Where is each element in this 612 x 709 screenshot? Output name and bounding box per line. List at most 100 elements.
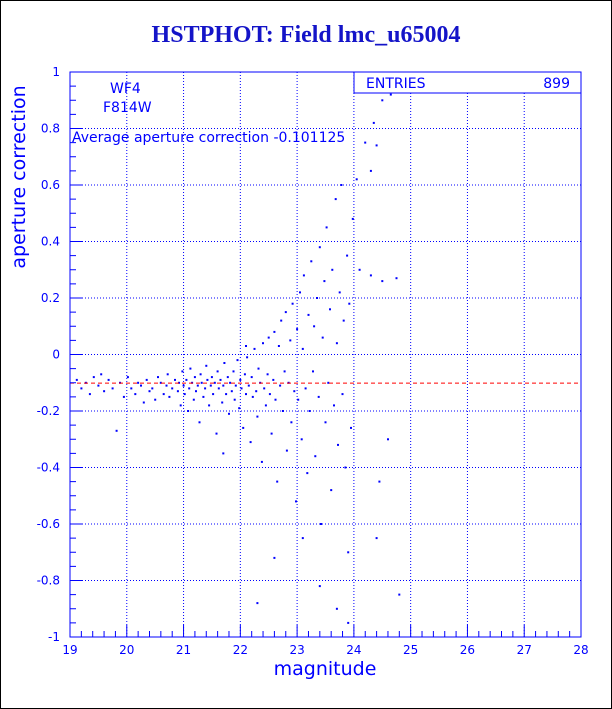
data-point [313,325,316,328]
data-point [284,311,287,314]
y-tick-label: -0.8 [37,574,60,588]
data-point [316,297,318,299]
data-point [228,412,230,415]
data-point [312,370,314,373]
data-point [276,480,279,483]
data-point [88,393,91,396]
data-point [204,387,207,390]
data-point [189,367,192,370]
y-tick-label: 0.8 [41,122,60,136]
y-tick-label: 0.2 [41,291,60,305]
data-point [243,373,246,376]
data-point [103,390,106,393]
data-point [223,362,226,364]
data-point [251,395,254,398]
tick-labels: 19 20 21 22 23 24 25 26 27 28 1 0.8 0.6 0.4 0.2 0 -0.2 -0… [37,65,589,657]
data-point [295,500,297,503]
grid [70,72,581,637]
data-point [321,336,324,339]
data-point [273,556,276,559]
data-point [318,246,321,249]
data-point [285,449,288,452]
data-point [317,395,320,398]
data-point [250,376,253,379]
data-point [296,328,299,331]
data-point [378,480,381,483]
data-point [381,280,384,283]
data-point [310,260,313,263]
x-tick-label: 25 [403,643,418,657]
data-point [281,410,284,412]
data-point [176,390,179,393]
data-point [256,415,259,418]
data-point [306,472,309,475]
data-point [162,393,165,396]
data-point [159,381,162,384]
data-point [347,551,350,554]
data-point [289,339,292,342]
data-point [270,432,273,435]
x-tick-label: 22 [233,643,248,657]
data-point [188,387,191,390]
data-point [277,345,280,347]
data-point [291,302,294,305]
y-tick-label: -1 [48,630,60,644]
data-point [308,410,311,412]
data-point [341,393,344,396]
data-point [107,378,110,381]
data-point [233,398,236,401]
data-point [293,390,296,393]
data-point [151,387,154,390]
data-point [245,345,247,347]
data-point [280,319,283,322]
y-tick-label: 0.4 [41,235,60,249]
data-point [100,373,103,376]
data-point [148,390,151,393]
data-point [257,367,260,370]
entries-value: 899 [543,76,570,92]
data-point [240,387,243,390]
data-point [327,381,330,384]
data-point [340,184,343,186]
data-point [364,141,367,144]
x-tick-label: 26 [460,643,475,657]
data-point [398,593,401,596]
data-point [126,376,129,379]
data-point [338,291,341,294]
data-point [232,370,235,373]
y-tick-label: -0.6 [37,517,60,531]
data-point [299,291,301,294]
y-axis-label: aperture correction [8,85,30,268]
average-annotation: Average aperture correction -0.101125 [72,130,345,146]
data-point [381,99,384,102]
data-point [260,460,263,463]
data-point [208,404,211,407]
data-point [195,390,197,393]
data-point [200,381,203,384]
data-point [266,373,269,376]
data-point [157,376,159,379]
data-point [166,373,169,376]
data-point [97,384,100,387]
data-point [196,384,199,387]
x-tick-label: 21 [176,643,191,657]
data-point [346,254,349,257]
x-tick-label: 23 [289,643,304,657]
data-point [256,602,259,605]
y-tick-label: -0.4 [37,461,60,475]
x-tick-label: 20 [119,643,134,657]
data-point [351,217,354,220]
chip-label: WF4 [110,81,141,97]
data-point [334,198,337,201]
data-point [375,537,378,540]
data-point [247,384,250,387]
data-point [226,376,229,379]
data-point [210,376,213,379]
data-point [268,393,271,396]
data-point [246,356,249,359]
data-point [279,384,282,387]
data-point [168,395,171,398]
data-point [185,378,188,381]
